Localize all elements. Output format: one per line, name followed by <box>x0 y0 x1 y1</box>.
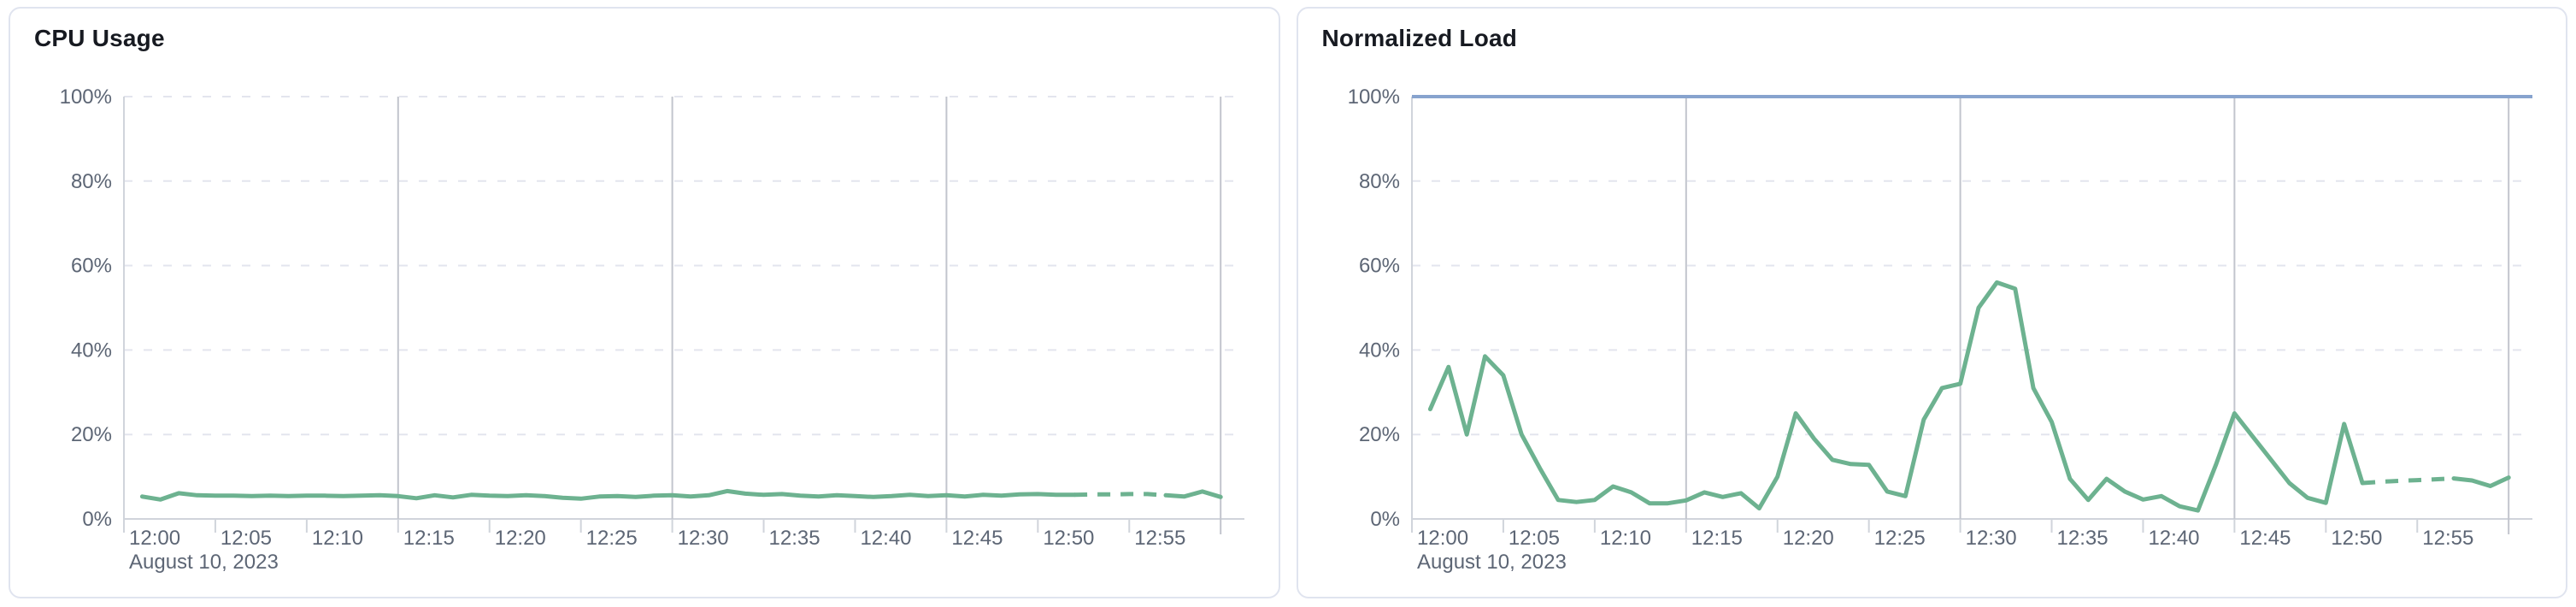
y-tick-label: 100% <box>60 85 112 109</box>
x-tick-label: 12:00 <box>129 527 180 550</box>
x-tick-label: 12:10 <box>312 527 363 550</box>
date-label: August 10, 2023 <box>1417 551 1567 574</box>
x-tick-label: 12:35 <box>2056 527 2108 550</box>
x-tick-label: 12:20 <box>495 527 546 550</box>
y-gridlines <box>1411 180 2532 520</box>
y-tick-label: 40% <box>1358 339 1399 362</box>
cpu-usage-series-line <box>1163 489 1223 499</box>
x-tick-label: 12:30 <box>678 527 729 550</box>
y-tick-label: 20% <box>1358 423 1399 446</box>
x-tick-label: 12:15 <box>403 527 455 550</box>
x-tick-label: 12:05 <box>1508 527 1559 550</box>
y-gridlines <box>124 96 1244 520</box>
x-tick-label: 12:55 <box>1134 527 1185 550</box>
x-gridlines <box>1410 97 2509 534</box>
normalized-load-panel: Normalized Load 100% 80% 60% 40% 20% 0% 12:00 1… <box>1296 7 2567 598</box>
plot-area[interactable] <box>124 97 1244 519</box>
x-tick-label: 12:25 <box>586 527 638 550</box>
x-tick-label: 12:55 <box>2422 527 2473 550</box>
date-label: August 10, 2023 <box>129 551 279 574</box>
chart-title-normalized-load: Normalized Load <box>1321 25 1518 51</box>
cpu-usage-series-line-dashed <box>1074 492 1167 498</box>
y-tick-label: 0% <box>82 508 112 531</box>
x-axis-ticks <box>123 519 1131 533</box>
x-axis-ticks <box>1410 519 2418 533</box>
normalized-load-series-line-dashed <box>2361 476 2454 486</box>
y-tick-label: 60% <box>71 255 112 278</box>
x-tick-label: 12:40 <box>860 527 911 550</box>
y-tick-label: 60% <box>1358 255 1399 278</box>
x-tick-label: 12:30 <box>1965 527 2016 550</box>
y-tick-label: 0% <box>1370 508 1400 531</box>
normalized-load-chart-svg: 100% 80% 60% 40% 20% 0% 12:00 12:05 12:10 12:15 12… <box>1347 85 2532 574</box>
x-tick-label: 12:00 <box>1417 527 1468 550</box>
y-tick-label: 100% <box>1347 85 1399 109</box>
cpu-usage-chart: 100% 80% 60% 40% 20% 0% 12:00 12:05 12:10 12:15 12… <box>34 85 1255 587</box>
cpu-usage-chart-svg: 100% 80% 60% 40% 20% 0% 12:00 12:05 12:10 12:15 12… <box>60 85 1244 574</box>
normalized-load-chart: 100% 80% 60% 40% 20% 0% 12:00 12:05 12:10 12:15 12… <box>1322 85 2543 587</box>
normalized-load-series-line <box>1427 280 2365 513</box>
x-tick-label: 12:45 <box>2239 527 2291 550</box>
x-tick-label: 12:50 <box>1043 527 1094 550</box>
x-tick-label: 12:20 <box>1782 527 1833 550</box>
y-tick-label: 80% <box>1358 170 1399 193</box>
x-gridlines <box>123 97 1222 534</box>
chart-title-cpu-usage: CPU Usage <box>34 25 165 51</box>
x-tick-label: 12:05 <box>221 527 272 550</box>
x-tick-label: 12:40 <box>2148 527 2199 550</box>
x-tick-label: 12:45 <box>951 527 1003 550</box>
x-tick-label: 12:25 <box>1873 527 1925 550</box>
y-tick-label: 40% <box>71 339 112 362</box>
y-tick-label: 80% <box>71 170 112 193</box>
x-tick-label: 12:50 <box>2331 527 2382 550</box>
plot-area[interactable] <box>1412 97 2532 519</box>
x-tick-label: 12:35 <box>769 527 820 550</box>
cpu-usage-series-line <box>139 488 1077 502</box>
cpu-usage-panel: CPU Usage 100% 80% 60% 40% 20% 0% 12:00 12:05 12… <box>9 7 1280 598</box>
x-tick-label: 12:10 <box>1599 527 1650 550</box>
x-tick-label: 12:15 <box>1691 527 1742 550</box>
y-tick-label: 20% <box>71 423 112 446</box>
normalized-load-series-line <box>2451 475 2511 488</box>
